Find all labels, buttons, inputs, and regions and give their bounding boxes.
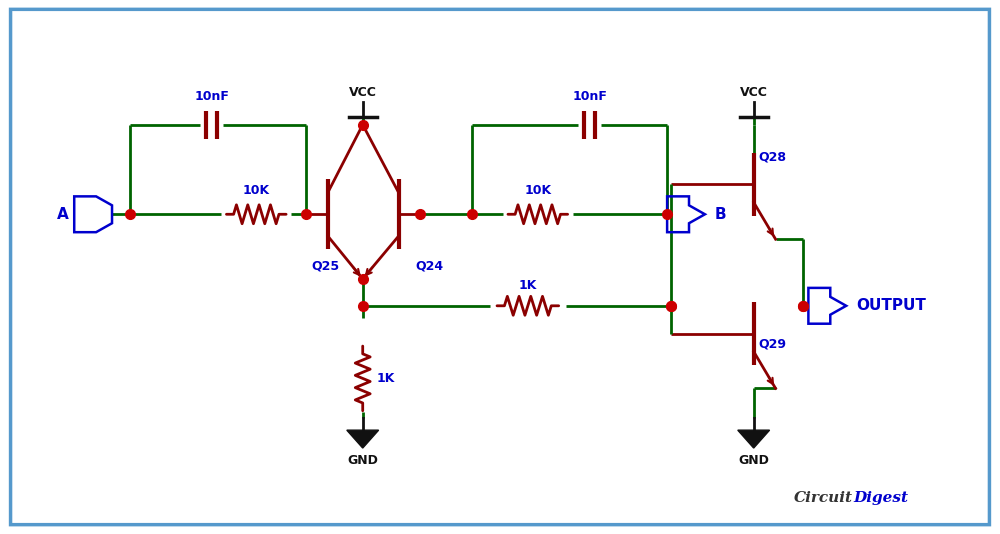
Text: VCC: VCC [740, 86, 768, 99]
Text: Q24: Q24 [415, 259, 444, 272]
Text: Digest: Digest [853, 491, 908, 505]
Text: Circuit: Circuit [794, 491, 853, 505]
Text: 10nF: 10nF [194, 90, 229, 103]
Text: 10K: 10K [524, 184, 551, 198]
Text: 1K: 1K [519, 279, 537, 292]
Polygon shape [347, 430, 379, 448]
Text: GND: GND [738, 454, 769, 467]
Text: Q29: Q29 [759, 337, 787, 350]
Polygon shape [738, 430, 770, 448]
Text: GND: GND [347, 454, 378, 467]
Text: 10nF: 10nF [572, 90, 607, 103]
Text: 1K: 1K [377, 372, 395, 385]
Text: B: B [715, 207, 727, 222]
Text: A: A [57, 207, 68, 222]
Text: Q28: Q28 [759, 150, 787, 163]
Text: 10K: 10K [243, 184, 270, 198]
Text: Q25: Q25 [311, 259, 339, 272]
FancyBboxPatch shape [11, 10, 989, 524]
Text: OUTPUT: OUTPUT [856, 299, 926, 313]
Text: VCC: VCC [349, 86, 377, 99]
